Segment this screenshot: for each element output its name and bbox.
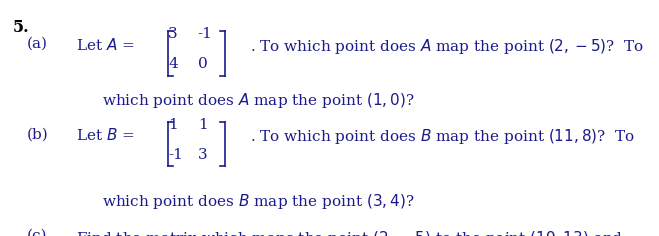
- Text: 1: 1: [198, 118, 208, 132]
- Text: 0: 0: [198, 57, 208, 71]
- Text: . To which point does $B$ map the point $(11, 8)$?  To: . To which point does $B$ map the point …: [250, 127, 636, 147]
- Text: 3: 3: [198, 148, 208, 162]
- Text: (c): (c): [26, 229, 47, 236]
- Text: Let $B$ =: Let $B$ =: [76, 127, 136, 143]
- Text: 1: 1: [168, 118, 178, 132]
- Text: . To which point does $A$ map the point $(2, -5)$?  To: . To which point does $A$ map the point …: [250, 37, 645, 56]
- Text: Find the matrix which maps the point $(2, -5)$ to the point $(19, 13)$ and: Find the matrix which maps the point $(2…: [76, 229, 623, 236]
- Text: 3: 3: [168, 27, 178, 41]
- Text: -1: -1: [168, 148, 183, 162]
- Text: which point does $A$ map the point $(1, 0)$?: which point does $A$ map the point $(1, …: [102, 91, 415, 110]
- Text: (a): (a): [26, 37, 47, 51]
- Text: Let $A$ =: Let $A$ =: [76, 37, 136, 53]
- Text: 4: 4: [168, 57, 178, 71]
- Text: -1: -1: [198, 27, 213, 41]
- Text: (b): (b): [26, 127, 48, 141]
- Text: 5.: 5.: [13, 19, 30, 36]
- Text: which point does $B$ map the point $(3, 4)$?: which point does $B$ map the point $(3, …: [102, 192, 415, 211]
